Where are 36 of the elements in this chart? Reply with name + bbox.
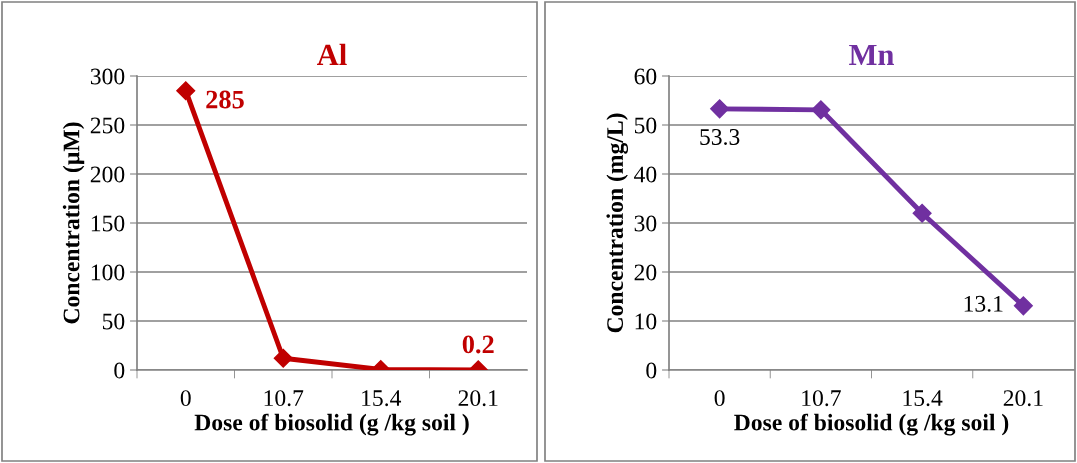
point xyxy=(1013,296,1033,316)
x-axis-title: Dose of biosolid (g /kg soil ) xyxy=(734,413,1009,436)
y-tick-label: 100 xyxy=(91,264,125,281)
y-tick-label: 30 xyxy=(634,215,657,232)
x-tick-label: 15.4 xyxy=(903,390,943,407)
y-tick-label: 250 xyxy=(90,117,125,134)
chart-title: Mn xyxy=(849,44,894,65)
y-tick-label: 0 xyxy=(114,362,125,379)
point xyxy=(912,203,932,223)
point xyxy=(710,99,730,119)
y-tick-label: 50 xyxy=(634,117,657,134)
y-tick-label: 20 xyxy=(634,264,657,281)
y-tick-label: 60 xyxy=(634,68,657,85)
x-tick-label: 20.1 xyxy=(458,390,498,407)
x-tick-label: 20.1 xyxy=(1003,390,1043,407)
x-tick-label: 0 xyxy=(714,390,725,407)
x-tick-label: 10.7 xyxy=(802,390,841,407)
y-tick-label: 0 xyxy=(646,362,657,379)
y-tick-label: 10 xyxy=(635,313,657,330)
x-tick-label: 15.4 xyxy=(362,390,402,407)
x-axis-title: Dose of biosolid (g /kg soil ) xyxy=(194,413,469,436)
y-axis-title: Concentration (mg/L) xyxy=(606,113,629,333)
x-tick-label: 10.7 xyxy=(264,390,304,407)
y-tick-label: 40 xyxy=(634,166,657,183)
annotation: 13.1 xyxy=(964,295,1003,312)
y-axis-title: Concentration (µM) xyxy=(62,122,85,324)
annotation: 0.2 xyxy=(462,335,494,354)
chart-title: Al xyxy=(317,43,347,65)
annotation: 53.3 xyxy=(700,129,740,145)
x-tick-label: 0 xyxy=(180,390,191,407)
y-tick-label: 300 xyxy=(90,68,125,85)
y-tick-label: 50 xyxy=(102,313,125,330)
point xyxy=(811,100,831,120)
y-tick-label: 200 xyxy=(90,166,125,183)
annotation: 285 xyxy=(206,90,244,109)
y-tick-label: 150 xyxy=(91,215,125,232)
